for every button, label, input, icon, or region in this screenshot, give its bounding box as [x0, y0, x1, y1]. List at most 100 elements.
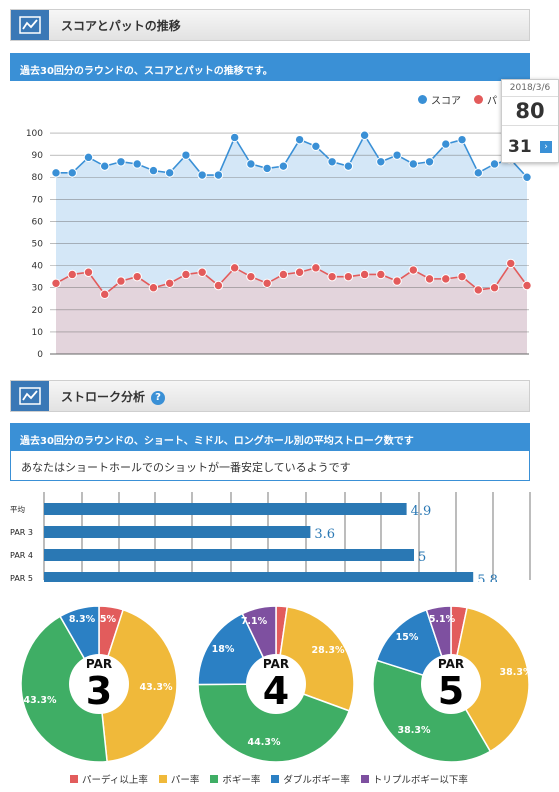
section-title: ストローク分析?: [61, 388, 166, 405]
putt-point: [132, 271, 142, 282]
pie-center-par: PAR: [438, 657, 464, 671]
pie-slice: [98, 608, 178, 763]
score-point: [246, 159, 256, 169]
tooltip-score: 80: [502, 96, 558, 126]
score-point: [522, 172, 532, 182]
score-point: [327, 157, 337, 167]
bar-value-label: 5.8: [477, 573, 498, 582]
pie-center-par: PAR: [86, 657, 112, 671]
tooltip-next-button[interactable]: ›: [540, 141, 552, 153]
score-point: [457, 134, 467, 145]
help-icon[interactable]: ?: [151, 390, 166, 405]
score-point: [359, 130, 370, 140]
legend-putt: パ: [474, 92, 497, 107]
stroke-bar: [44, 572, 474, 582]
score-point: [408, 159, 419, 169]
bar-category-label: PAR 4: [10, 551, 33, 560]
putt-point: [83, 267, 94, 277]
tooltip-date: 2018/3/6: [509, 83, 551, 93]
legend-double-bogey: ダブルボギー率: [271, 772, 350, 786]
stroke-bar-chart: 平均 4.9 PAR 3 3.6 PAR 4 5 PAR 5 5.8: [10, 492, 531, 582]
pie-center-number: 4: [263, 669, 289, 713]
legend-par-marker: [158, 775, 167, 783]
stroke-analysis-section-header: ストローク分析?: [10, 380, 530, 412]
score-point: [148, 165, 159, 176]
y-tick-label: 100: [26, 129, 43, 139]
hole-result-pie-charts: PAR35%43.3%43.3%8.3%PAR428.3%44.3%18%7.1…: [20, 605, 533, 763]
score-putt-section-header: スコアとパットの推移: [10, 9, 530, 41]
pie-legend: パーディ以上率 パー率 ボギー率 ダブルボギー率 トリプルボギー以下率: [70, 772, 479, 786]
putt-point: [213, 280, 224, 291]
putt-point: [424, 274, 435, 284]
stroke-bar: [44, 503, 407, 515]
score-point: [100, 161, 110, 171]
legend-bogey: ボギー率: [210, 772, 260, 786]
pie-center-par: PAR: [263, 657, 289, 671]
score-point: [311, 141, 321, 152]
putt-point: [489, 283, 500, 293]
putt-point: [327, 271, 337, 282]
putt-point: [278, 269, 289, 280]
section-subtitle: 過去30回分のラウンドの、スコアとパットの推移です。: [10, 53, 530, 81]
putt-point: [359, 269, 370, 280]
score-point: [213, 170, 224, 180]
y-tick-label: 40: [32, 262, 44, 272]
pie-slice: [450, 606, 530, 753]
pie-slice-label: 15%: [396, 632, 419, 643]
score-point: [67, 168, 77, 178]
score-point: [294, 134, 305, 145]
legend-putt-label: パ: [487, 96, 497, 107]
putt-point: [294, 267, 305, 277]
pie-slice-label: 38.3%: [398, 725, 431, 736]
legend-triple-bogey: トリプルボギー以下率: [360, 772, 468, 786]
score-point: [473, 168, 483, 178]
data-tooltip: 2018/3/6 80 31 ›: [501, 79, 559, 163]
score-point: [262, 163, 272, 174]
putt-point: [116, 276, 126, 286]
pie-slice-label: 43.3%: [140, 682, 173, 693]
putt-point: [441, 274, 451, 284]
score-point: [51, 168, 61, 178]
y-tick-label: 30: [32, 284, 44, 294]
score-point: [343, 161, 354, 171]
chart-icon: [11, 381, 49, 411]
putt-point: [473, 285, 483, 295]
score-point: [197, 170, 207, 180]
putt-point: [51, 278, 61, 288]
chart-icon: [11, 10, 49, 40]
putt-point: [376, 269, 386, 280]
putt-point: [164, 278, 175, 288]
putt-point: [343, 271, 354, 282]
putt-point: [148, 283, 159, 293]
putt-point: [67, 269, 77, 280]
pie-center-hole: [246, 654, 306, 714]
legend-score-label: スコア: [431, 96, 461, 107]
score-point: [181, 150, 191, 160]
score-point: [489, 159, 500, 169]
pie-slice-label: 38.3%: [500, 667, 533, 678]
pie-slice-label: 43.3%: [24, 695, 57, 706]
y-tick-label: 90: [32, 151, 44, 161]
score-point: [278, 161, 289, 171]
putt-point: [246, 271, 256, 282]
legend-birdie-label: パーディ以上率: [82, 775, 148, 786]
score-point: [132, 159, 142, 169]
putt-point: [408, 265, 419, 275]
pie-slice: [20, 615, 108, 763]
score-putt-line-chart: 0 10 20 30 40 50 60 70 80 90 100: [26, 129, 532, 360]
legend-birdie-marker: [70, 775, 78, 783]
y-tick-label: 20: [32, 306, 44, 316]
pie-slice-label: 18%: [212, 644, 235, 655]
section-title: スコアとパットの推移: [61, 19, 181, 33]
y-tick-label: 10: [32, 328, 44, 338]
y-tick-label: 80: [32, 173, 44, 183]
pie-center-hole: [421, 654, 481, 714]
score-point: [164, 168, 175, 178]
legend-triple-marker: [360, 775, 369, 783]
legend-par-label: パー率: [170, 775, 200, 786]
putt-point: [506, 258, 516, 269]
putt-point: [262, 278, 272, 288]
putt-point: [392, 276, 402, 286]
putt-point: [457, 271, 467, 282]
bar-category-label: PAR 3: [10, 528, 33, 537]
